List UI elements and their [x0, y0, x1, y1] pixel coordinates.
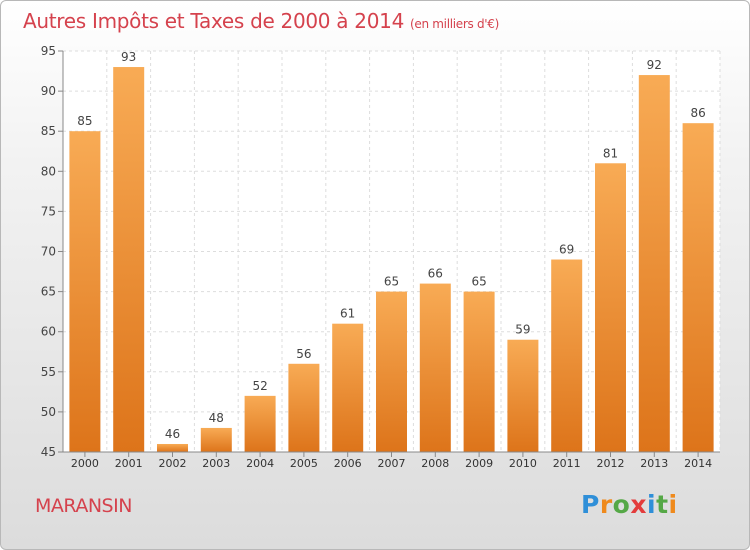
- data-label-2013: 92: [647, 58, 662, 72]
- y-tick-label: 95: [41, 44, 56, 58]
- x-tick-label: 2014: [684, 457, 712, 470]
- bar-2008: [419, 283, 451, 452]
- data-label-2005: 56: [296, 347, 311, 361]
- logo-letter: P: [581, 490, 600, 519]
- x-tick-label: 2006: [334, 457, 362, 470]
- y-tick-label: 45: [41, 445, 56, 459]
- y-tick-label: 75: [41, 204, 56, 218]
- logo-letter: r: [599, 490, 613, 519]
- y-tick-label: 85: [41, 124, 56, 138]
- x-tick-label: 2000: [71, 457, 99, 470]
- bar-2013: [638, 75, 670, 452]
- x-tick-label: 2002: [159, 457, 187, 470]
- logo-letter: i: [647, 490, 657, 519]
- bar-2010: [507, 339, 539, 452]
- bar-2012: [595, 163, 626, 452]
- bar-2014: [682, 123, 714, 453]
- proxiti-logo: Proxiti: [581, 490, 678, 519]
- bar-2001: [113, 67, 145, 452]
- data-label-2010: 59: [515, 323, 530, 337]
- x-tick-label: 2005: [290, 457, 318, 470]
- y-tick-label: 70: [41, 245, 56, 259]
- logo-letter: i: [668, 490, 678, 519]
- x-tick-label: 2010: [509, 457, 537, 470]
- logo-letter: t: [656, 490, 669, 519]
- x-tick-label: 2007: [378, 457, 406, 470]
- x-tick-label: 2004: [246, 457, 274, 470]
- data-label-2003: 48: [209, 411, 224, 425]
- y-tick-label: 90: [41, 84, 56, 98]
- data-label-2008: 66: [428, 267, 443, 281]
- bar-2009: [463, 291, 495, 452]
- x-tick-label: 2008: [421, 457, 449, 470]
- y-tick-label: 60: [41, 325, 56, 339]
- x-tick-label: 2012: [597, 457, 625, 470]
- x-tick-label: 2011: [553, 457, 581, 470]
- data-label-2012: 81: [603, 146, 618, 160]
- y-tick-label: 65: [41, 285, 56, 299]
- bar-2005: [288, 363, 320, 452]
- data-label-2002: 46: [165, 427, 180, 441]
- x-tick-label: 2009: [465, 457, 493, 470]
- data-label-2009: 65: [471, 275, 486, 289]
- y-tick-label: 55: [41, 365, 56, 379]
- bar-2004: [244, 395, 276, 452]
- data-label-2006: 61: [340, 307, 355, 321]
- data-label-2007: 65: [384, 275, 399, 289]
- data-label-2000: 85: [77, 114, 92, 128]
- chart-title: Autres Impôts et Taxes de 2000 à 2014 (en…: [23, 9, 500, 33]
- data-label-2004: 52: [252, 379, 267, 393]
- town-name: MARANSIN: [35, 495, 132, 517]
- bar-2003: [200, 427, 232, 452]
- data-label-2001: 93: [121, 50, 136, 64]
- bar-2002: [157, 443, 188, 452]
- logo-letter: x: [630, 490, 647, 519]
- bar-2011: [551, 259, 583, 452]
- y-tick-label: 80: [41, 164, 56, 178]
- bar-2006: [332, 323, 364, 452]
- x-tick-label: 2003: [202, 457, 230, 470]
- bar-2000: [69, 131, 101, 452]
- y-tick-label: 50: [41, 405, 56, 419]
- data-label-2014: 86: [690, 106, 705, 120]
- x-tick-label: 2001: [115, 457, 143, 470]
- chart-subtitle: (en milliers d'€): [410, 17, 500, 31]
- data-label-2011: 69: [559, 243, 574, 257]
- x-tick-label: 2013: [640, 457, 668, 470]
- logo-letter: o: [612, 490, 631, 519]
- bar-2007: [376, 291, 407, 452]
